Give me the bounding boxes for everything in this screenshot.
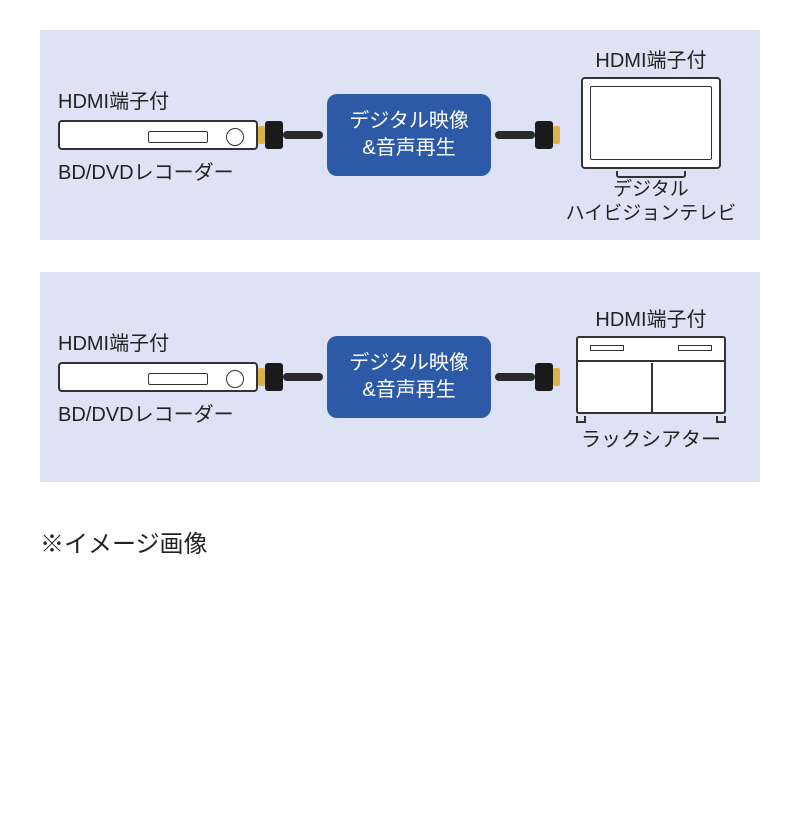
left-device-block: HDMI端子付 BD/DVDレコーダー bbox=[58, 85, 258, 185]
plug-right bbox=[535, 363, 553, 391]
hdmi-label-left: HDMI端子付 bbox=[58, 327, 169, 356]
cable-right bbox=[495, 373, 535, 381]
recorder-label: BD/DVDレコーダー bbox=[58, 398, 234, 427]
center-pill-line2: &音声再生 bbox=[362, 137, 455, 159]
center-pill: デジタル映像 &音声再生 bbox=[327, 336, 491, 418]
gold-tip-left bbox=[258, 126, 265, 144]
right-device-block: HDMI端子付 ラックシアター bbox=[560, 303, 742, 452]
rack-feet bbox=[576, 416, 726, 423]
tv-label: デジタル ハイビジョンテレビ bbox=[566, 178, 737, 226]
connection-diagram-2: HDMI端子付 BD/DVDレコーダー デジタル映像 &音声再生 HDMI端子付… bbox=[40, 272, 760, 482]
left-device-block: HDMI端子付 BD/DVDレコーダー bbox=[58, 327, 258, 427]
footer-note: ※イメージ画像 bbox=[40, 524, 800, 559]
center-pill-line1: デジタル映像 bbox=[349, 110, 469, 132]
tv-stand bbox=[616, 171, 686, 178]
tv-wrap bbox=[581, 73, 721, 178]
connection-diagram-1: HDMI端子付 BD/DVDレコーダー デジタル映像 &音声再生 HDMI端子付… bbox=[40, 30, 760, 240]
gold-tip-right bbox=[553, 368, 560, 386]
center-pill-line1: デジタル映像 bbox=[349, 352, 469, 374]
cable-center: デジタル映像 &音声再生 bbox=[258, 336, 560, 418]
right-device-block: HDMI端子付 デジタル ハイビジョンテレビ bbox=[560, 44, 742, 226]
recorder-icon bbox=[58, 362, 258, 392]
rack-label: ラックシアター bbox=[581, 423, 721, 452]
gold-tip-left bbox=[258, 368, 265, 386]
cable-right bbox=[495, 131, 535, 139]
center-pill: デジタル映像 &音声再生 bbox=[327, 94, 491, 176]
plug-right bbox=[535, 121, 553, 149]
plug-left bbox=[265, 363, 283, 391]
gold-tip-right bbox=[553, 126, 560, 144]
recorder-icon bbox=[58, 120, 258, 150]
hdmi-label-right: HDMI端子付 bbox=[595, 303, 706, 332]
plug-left bbox=[265, 121, 283, 149]
cable-center: デジタル映像 &音声再生 bbox=[258, 94, 560, 176]
tv-icon bbox=[581, 77, 721, 169]
cable-left bbox=[283, 131, 323, 139]
cable-left bbox=[283, 373, 323, 381]
recorder-label: BD/DVDレコーダー bbox=[58, 156, 234, 185]
hdmi-label-left: HDMI端子付 bbox=[58, 85, 169, 114]
center-pill-line2: &音声再生 bbox=[362, 379, 455, 401]
rack-icon bbox=[576, 336, 726, 414]
hdmi-label-right: HDMI端子付 bbox=[595, 44, 706, 73]
rack-wrap bbox=[576, 332, 726, 423]
